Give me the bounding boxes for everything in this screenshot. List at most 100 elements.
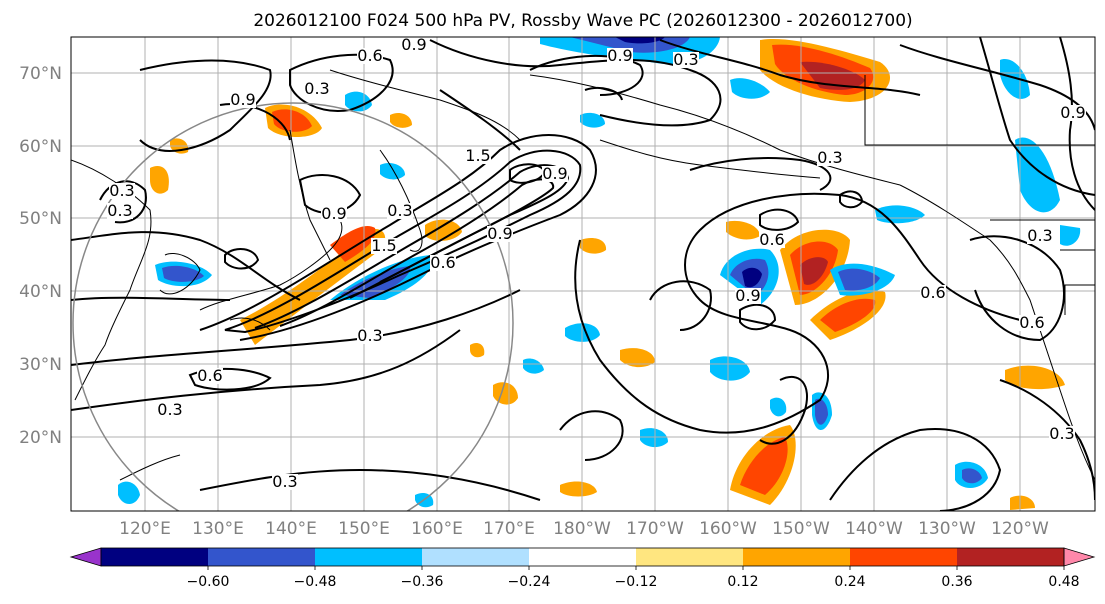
contour-label: 1.5	[465, 146, 490, 165]
pv-contour-17	[659, 39, 921, 96]
colorbar-extend-high	[1063, 547, 1096, 567]
colorbar-segment	[101, 548, 209, 566]
longitude-label: 140°W	[845, 519, 903, 539]
kamchatka-coast	[379, 149, 423, 252]
colorbar-frame	[100, 547, 1065, 567]
anomaly-patch	[1015, 137, 1060, 213]
contour-label-bg	[387, 203, 413, 219]
contour-label-bg	[1019, 315, 1045, 331]
map-panel: 0.9 0.6 0.3 0.9 0.3 0.9 0.3 0.9 1.5 0.6 0.9 0.3 0.6 0…	[19, 35, 1096, 539]
map-grid	[71, 37, 1095, 511]
anomaly-patch	[640, 428, 668, 448]
anomaly-patch	[162, 265, 204, 282]
contour-label-bg	[487, 226, 513, 242]
pv-contour-20	[1059, 37, 1095, 211]
anomaly-patch	[580, 238, 607, 254]
contour-label-bg	[673, 52, 699, 68]
colorbar-segment	[315, 548, 423, 566]
contour-label: 0.9	[401, 35, 426, 54]
anomaly-patch	[1010, 495, 1035, 510]
pv-contour-27	[759, 375, 808, 445]
contour-label: 0.9	[1060, 103, 1085, 122]
pv-contour-28	[689, 157, 832, 191]
pv-contour-8	[71, 289, 521, 366]
colorbar-tick-label: 0.24	[834, 574, 865, 590]
pv-contour-1	[199, 134, 597, 341]
sakhalin-coast	[289, 129, 331, 261]
anomaly-patch	[740, 437, 788, 495]
anomaly-patch	[560, 481, 597, 497]
contour-label-bg	[735, 288, 761, 304]
contour-label: 0.6	[197, 366, 222, 385]
contour-label-bg	[920, 285, 946, 301]
contour-label: 0.3	[304, 79, 329, 98]
contour-label-bg	[1060, 105, 1086, 121]
anomaly-patch	[742, 267, 762, 288]
contour-label: 0.9	[542, 164, 567, 183]
contour-label: 0.3	[157, 400, 182, 419]
colorbar: −0.60 −0.48 −0.36 −0.24 −0.12 0.12 0.24 0.36 0.4…	[69, 547, 1096, 590]
anomaly-patch	[710, 356, 750, 381]
pv-contour-30	[999, 379, 1095, 501]
korea-coast	[159, 253, 201, 295]
anomaly-patch	[580, 112, 605, 128]
anomaly-patch	[470, 343, 485, 358]
contour-label-bg	[817, 150, 843, 166]
alaska-coast	[529, 74, 901, 186]
pv-contour-35	[224, 248, 260, 270]
longitude-label: 150°W	[772, 519, 830, 539]
longitude-label: 140°E	[265, 519, 317, 539]
latitude-label: 20°N	[19, 428, 62, 448]
colorbar-segment	[636, 548, 744, 566]
longitude-label: 130°W	[918, 519, 976, 539]
contour-label: 0.9	[607, 46, 632, 65]
contour-label: 0.3	[817, 148, 842, 167]
pv-contour-7	[71, 296, 231, 301]
highlight-circle	[72, 102, 514, 511]
anomaly-patch	[615, 37, 665, 44]
pv-contour-29	[969, 235, 1065, 342]
colorbar-tick-label: 0.48	[1048, 574, 1079, 590]
longitude-label: 130°E	[192, 519, 244, 539]
latitude-label: 40°N	[19, 282, 62, 302]
contour-label: 0.6	[1019, 313, 1044, 332]
japan-coast	[199, 219, 343, 311]
anomaly-patch	[425, 219, 462, 241]
colorbar-tick-label: −0.60	[187, 574, 230, 590]
contour-label: 0.9	[230, 90, 255, 109]
contour-label-bg	[371, 238, 397, 254]
anomaly-patch	[620, 348, 655, 368]
anomaly-patch	[1000, 59, 1030, 99]
pv-contour-22	[759, 208, 800, 231]
pv-contour-13	[219, 103, 291, 141]
contour-label: 0.3	[357, 326, 382, 345]
contour-label: 0.3	[109, 181, 134, 200]
longitude-label: 150°E	[338, 519, 390, 539]
contour-label: 1.5	[371, 236, 396, 255]
contour-label-bg	[1049, 426, 1075, 442]
colorbar-tick-label: −0.12	[615, 574, 658, 590]
latitude-labels: 70°N 60°N 50°N 40°N 30°N 20°N	[19, 64, 62, 448]
na-coast	[899, 184, 1095, 481]
colorbar-segment	[422, 548, 530, 566]
contour-label-bg	[430, 255, 456, 271]
pv-contour-19	[979, 37, 1095, 196]
contour-label-bg	[357, 48, 383, 64]
colorbar-segment	[529, 548, 637, 566]
contour-label-bg	[107, 203, 133, 219]
pv-contour-31	[829, 428, 1002, 511]
latitude-label: 70°N	[19, 64, 62, 84]
colorbar-segment	[743, 548, 851, 566]
anomaly-patch	[800, 257, 828, 285]
pv-contour-36	[439, 89, 521, 151]
contour-label-bg	[272, 474, 298, 490]
contour-label: 0.6	[759, 230, 784, 249]
anomaly-patch	[962, 468, 982, 484]
pv-contour-24	[739, 303, 777, 331]
pv-contour-16	[584, 87, 623, 101]
map-frame	[70, 36, 1096, 512]
contour-label-bg	[1027, 228, 1053, 244]
contour-label: 0.9	[735, 286, 760, 305]
contour-label-bg	[401, 37, 427, 53]
